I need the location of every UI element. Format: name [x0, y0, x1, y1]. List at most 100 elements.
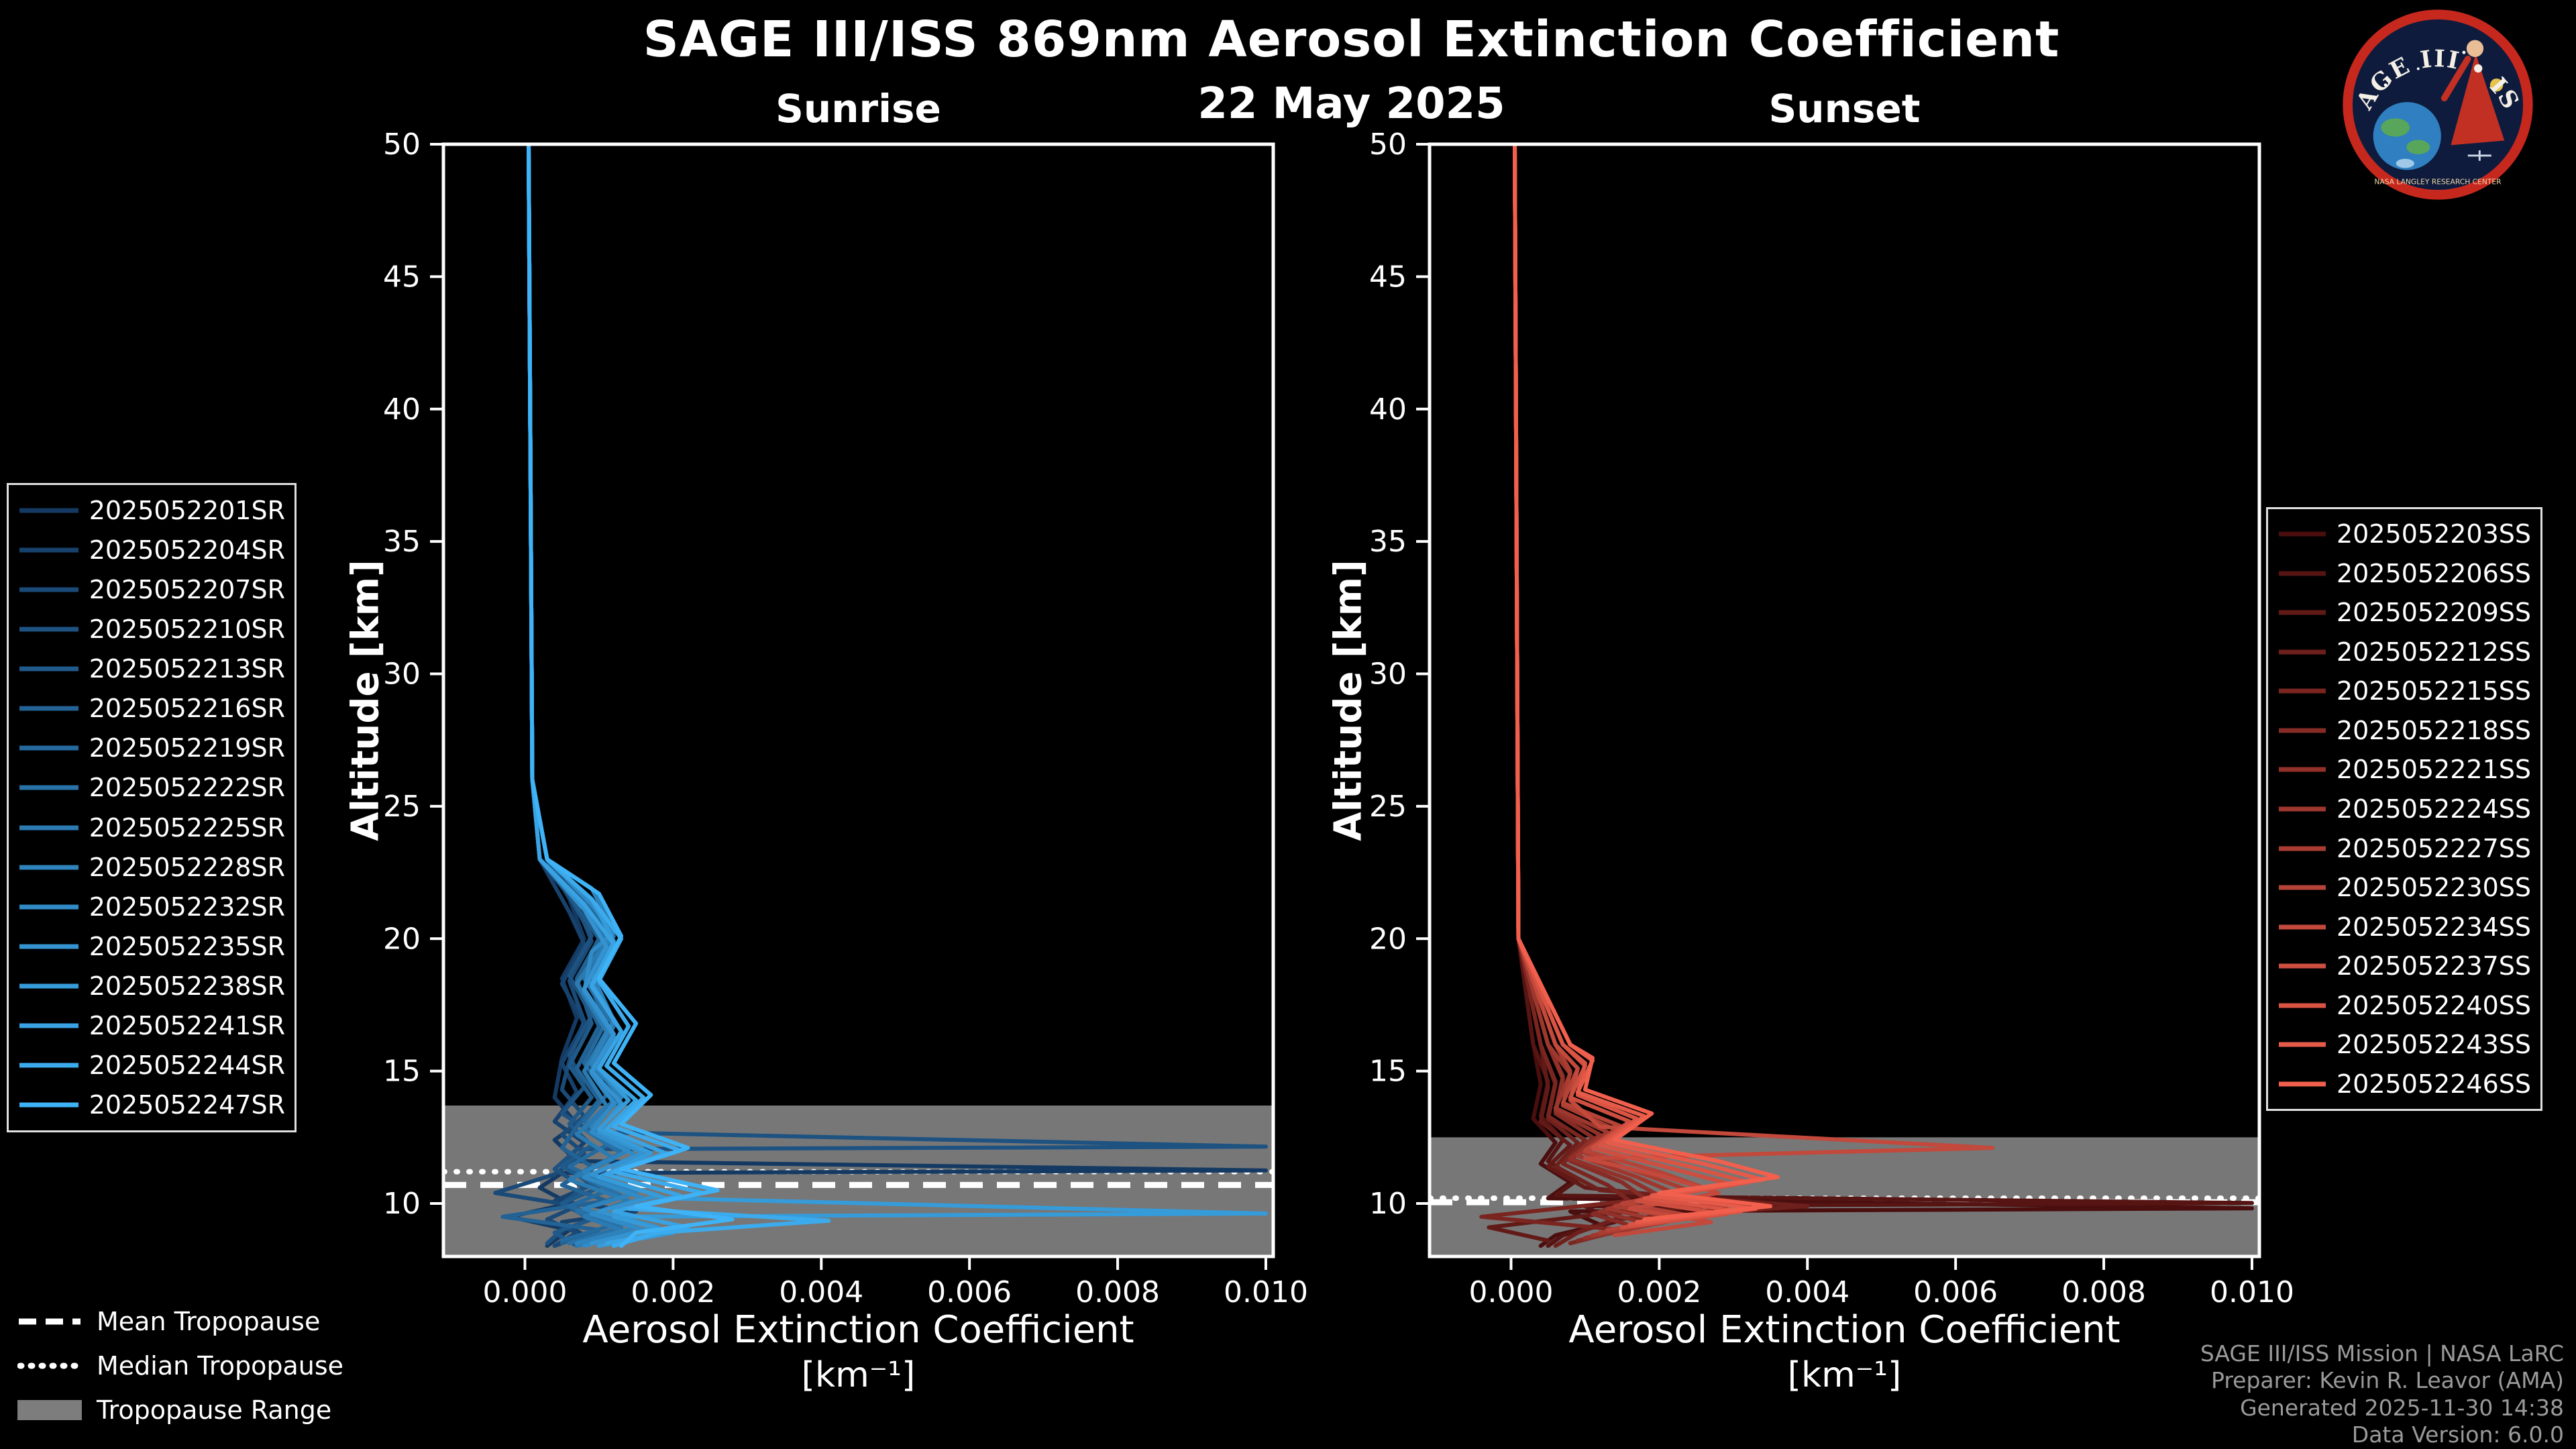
iss-icon	[2467, 150, 2491, 161]
legend-item-label: 2025052232SR	[89, 892, 285, 922]
sunrise-x-axis-label: Aerosol Extinction Coefficient [km⁻¹]	[443, 1307, 1273, 1397]
x-axis-label-text: Aerosol Extinction Coefficient	[582, 1308, 1134, 1352]
y-tick-label: 15	[1369, 1055, 1407, 1089]
y-tick-label: 30	[383, 657, 421, 692]
legend-item: 2025052216SR	[18, 694, 285, 723]
y-tick-label: 50	[1369, 127, 1407, 162]
y-tick-label: 25	[1369, 790, 1407, 824]
legend-line-swatch	[19, 904, 78, 910]
sunset-plot: 0.000 0.002 0.004 0.006 0.008 0.010 10 15 20 25 30…	[1369, 127, 2294, 1309]
profile-line-2025052207SR	[493, 144, 594, 1248]
legend-line-swatch	[19, 785, 78, 790]
legend-item: 2025052204SR	[18, 535, 285, 565]
x-tick-label: 0.000	[1469, 1275, 1554, 1309]
sunset-legend: 2025052203SS 2025052206SS 2025052209SS 2025…	[2266, 507, 2542, 1111]
legend-item: 2025052244SR	[18, 1051, 285, 1080]
legend-item-label: 2025052228SR	[89, 852, 285, 882]
x-tick-label: 0.004	[1765, 1275, 1849, 1309]
legend-item-label: 2025052218SS	[2336, 715, 2531, 745]
earth-icon	[2373, 102, 2441, 170]
plot-frame	[441, 142, 1275, 1258]
legend-item-label: 2025052238SR	[89, 971, 285, 1002]
dotted-line-swatch	[17, 1362, 82, 1369]
sunrise-panel-title: Sunrise	[775, 86, 941, 131]
legend-line-swatch	[19, 1023, 78, 1028]
legend-line-swatch	[19, 627, 78, 632]
legend-item: 2025052209SS	[2277, 598, 2531, 627]
legend-item-label: 2025052209SS	[2336, 598, 2531, 628]
legend-item: 2025052235SR	[18, 932, 285, 961]
x-tick-label: 0.002	[631, 1275, 715, 1309]
y-tick-label: 50	[383, 127, 421, 162]
legend-item-label: 2025052240SS	[2336, 990, 2531, 1020]
legend-item-label: 2025052216SR	[89, 694, 285, 724]
legend-line-swatch	[2279, 649, 2326, 655]
sunset-panel-title: Sunset	[1768, 86, 1921, 131]
sunset-y-axis-label: Altitude [km]	[1326, 559, 1371, 841]
legend-line-swatch	[19, 865, 78, 870]
legend-line-swatch	[2279, 1042, 2326, 1047]
legend-line-swatch	[19, 508, 78, 513]
credits-preparer: Preparer: Kevin R. Leavor (AMA)	[2211, 1367, 2564, 1394]
profile-line-2025052240SS	[1513, 144, 1750, 1227]
x-axis-label-text: Aerosol Extinction Coefficient	[1568, 1308, 2121, 1352]
profile-line-2025052247SR	[527, 144, 735, 1248]
x-tick-label: 0.006	[927, 1275, 1012, 1309]
x-tick-label: 0.002	[1617, 1275, 1701, 1309]
legend-item: 2025052210SR	[18, 614, 285, 644]
sunrise-y-axis-label: Altitude [km]	[343, 559, 388, 841]
y-tick-label: 45	[383, 260, 421, 294]
x-tick-label: 0.008	[1075, 1275, 1160, 1309]
legend-line-swatch	[2279, 924, 2326, 930]
profile-line-2025052227SS	[1513, 144, 1691, 1235]
legend-line-swatch	[2279, 531, 2326, 537]
legend-item: 2025052201SR	[18, 496, 285, 525]
legend-item: 2025052213SR	[18, 654, 285, 684]
legend-item-label: 2025052201SR	[89, 495, 285, 525]
legend-line-swatch	[19, 587, 78, 592]
profile-line-2025052215SS	[1479, 144, 1632, 1246]
legend-item: 2025052230SS	[2277, 873, 2531, 902]
profile-line-2025052206SS	[1513, 144, 2254, 1248]
legend-item: 2025052246SS	[2277, 1069, 2531, 1099]
median-tropopause-label: Median Tropopause	[97, 1351, 343, 1381]
legend-item-label: 2025052237SS	[2336, 951, 2531, 981]
profile-line-2025052241SR	[527, 144, 690, 1246]
legend-line-swatch	[19, 944, 78, 949]
legend-item-label: 2025052246SS	[2336, 1069, 2531, 1099]
legend-line-swatch	[19, 983, 78, 989]
legend-item-label: 2025052230SS	[2336, 873, 2531, 903]
moon-icon	[2489, 78, 2504, 92]
legend-item-label: 2025052234SS	[2336, 912, 2531, 942]
x-tick-label: 0.010	[2210, 1275, 2294, 1309]
credits-mission: SAGE III/ISS Mission | NASA LaRC	[2200, 1340, 2564, 1366]
profile-line-2025052203SS	[1513, 144, 2254, 1248]
legend-item-label: 2025052206SS	[2336, 558, 2531, 588]
mean-tropopause-label: Mean Tropopause	[97, 1307, 321, 1336]
y-tick-label: 10	[383, 1187, 421, 1221]
y-tick-label: 25	[383, 790, 421, 824]
legend-item-label: 2025052203SS	[2336, 519, 2531, 549]
legend-item-label: 2025052243SS	[2336, 1030, 2531, 1060]
legend-line-swatch	[2279, 1003, 2326, 1008]
profile-line-2025052210SR	[527, 144, 1268, 1246]
legend-item-label: 2025052247SR	[89, 1090, 285, 1120]
legend-line-swatch	[19, 1063, 78, 1068]
legend-item: 2025052247SR	[18, 1090, 285, 1120]
legend-item-label: 2025052213SR	[89, 654, 285, 684]
legend-item-label: 2025052219SR	[89, 733, 285, 763]
legend-item: 2025052241SR	[18, 1011, 285, 1040]
y-tick-label: 30	[1369, 657, 1407, 692]
legend-item-label: 2025052227SS	[2336, 833, 2531, 863]
legend-line-swatch	[2279, 885, 2326, 890]
tropopause-legend: Mean Tropopause Median Tropopause Tropop…	[17, 1307, 343, 1425]
legend-line-swatch	[19, 825, 78, 830]
tropopause-range-label: Tropopause Range	[97, 1395, 332, 1425]
legend-item-label: 2025052207SR	[89, 574, 285, 604]
legend-item-label: 2025052244SR	[89, 1051, 285, 1081]
legend-line-swatch	[19, 666, 78, 672]
legend-item-label: 2025052221SS	[2336, 755, 2531, 785]
x-tick-label: 0.008	[2061, 1275, 2146, 1309]
legend-item-label: 2025052241SR	[89, 1011, 285, 1041]
